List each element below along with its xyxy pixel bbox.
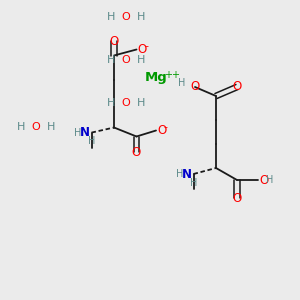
Text: -: - (144, 41, 148, 52)
Text: H: H (107, 11, 115, 22)
Text: N: N (182, 167, 192, 181)
Text: H: H (178, 77, 185, 88)
Text: O: O (190, 80, 200, 94)
Text: O: O (232, 191, 242, 205)
Text: H: H (137, 98, 145, 109)
Text: H: H (190, 178, 197, 188)
Text: Mg: Mg (145, 71, 167, 85)
Text: H: H (107, 55, 115, 65)
Text: O: O (232, 80, 242, 94)
Text: H: H (137, 11, 145, 22)
Text: O: O (157, 124, 166, 137)
Text: H: H (88, 136, 95, 146)
Text: O: O (122, 55, 130, 65)
Text: O: O (260, 173, 269, 187)
Text: H: H (176, 169, 184, 179)
Text: -: - (164, 122, 168, 133)
Text: O: O (32, 122, 40, 133)
Text: H: H (47, 122, 55, 133)
Text: ++: ++ (164, 70, 181, 80)
Text: O: O (122, 98, 130, 109)
Text: H: H (137, 55, 145, 65)
Text: H: H (74, 128, 81, 138)
Text: O: O (110, 34, 118, 48)
Text: H: H (266, 175, 273, 185)
Text: O: O (122, 11, 130, 22)
Text: O: O (137, 43, 147, 56)
Text: N: N (80, 126, 90, 139)
Text: H: H (107, 98, 115, 109)
Text: H: H (17, 122, 25, 133)
Text: O: O (132, 146, 141, 159)
